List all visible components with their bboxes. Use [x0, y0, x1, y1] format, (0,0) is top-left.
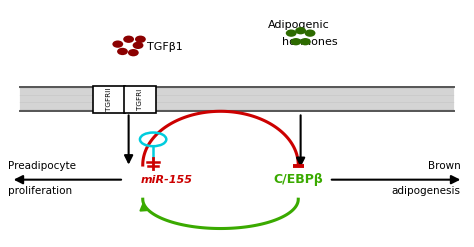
Ellipse shape: [291, 38, 301, 45]
Ellipse shape: [135, 36, 146, 43]
Text: proliferation: proliferation: [9, 186, 73, 196]
Ellipse shape: [305, 29, 316, 37]
Text: C/EBPβ: C/EBPβ: [273, 173, 323, 186]
Bar: [124, 86, 156, 113]
Ellipse shape: [300, 38, 311, 45]
Ellipse shape: [295, 27, 306, 34]
Ellipse shape: [117, 48, 128, 55]
Bar: [20, 87, 454, 111]
Ellipse shape: [286, 29, 297, 37]
Text: adipogenesis: adipogenesis: [392, 186, 461, 196]
Text: Brown: Brown: [428, 161, 461, 171]
Text: TGFRI: TGFRI: [137, 88, 143, 110]
Text: TGFRII: TGFRII: [106, 87, 112, 111]
Text: hormones: hormones: [282, 37, 337, 47]
Ellipse shape: [128, 49, 139, 56]
Text: Preadipocyte: Preadipocyte: [9, 161, 76, 171]
Text: TGFβ1: TGFβ1: [147, 41, 183, 52]
Ellipse shape: [123, 36, 134, 43]
Ellipse shape: [112, 41, 123, 48]
Bar: [93, 86, 125, 113]
Text: miR-155: miR-155: [140, 175, 192, 185]
Text: Adipogenic: Adipogenic: [268, 20, 329, 30]
Ellipse shape: [133, 42, 144, 49]
